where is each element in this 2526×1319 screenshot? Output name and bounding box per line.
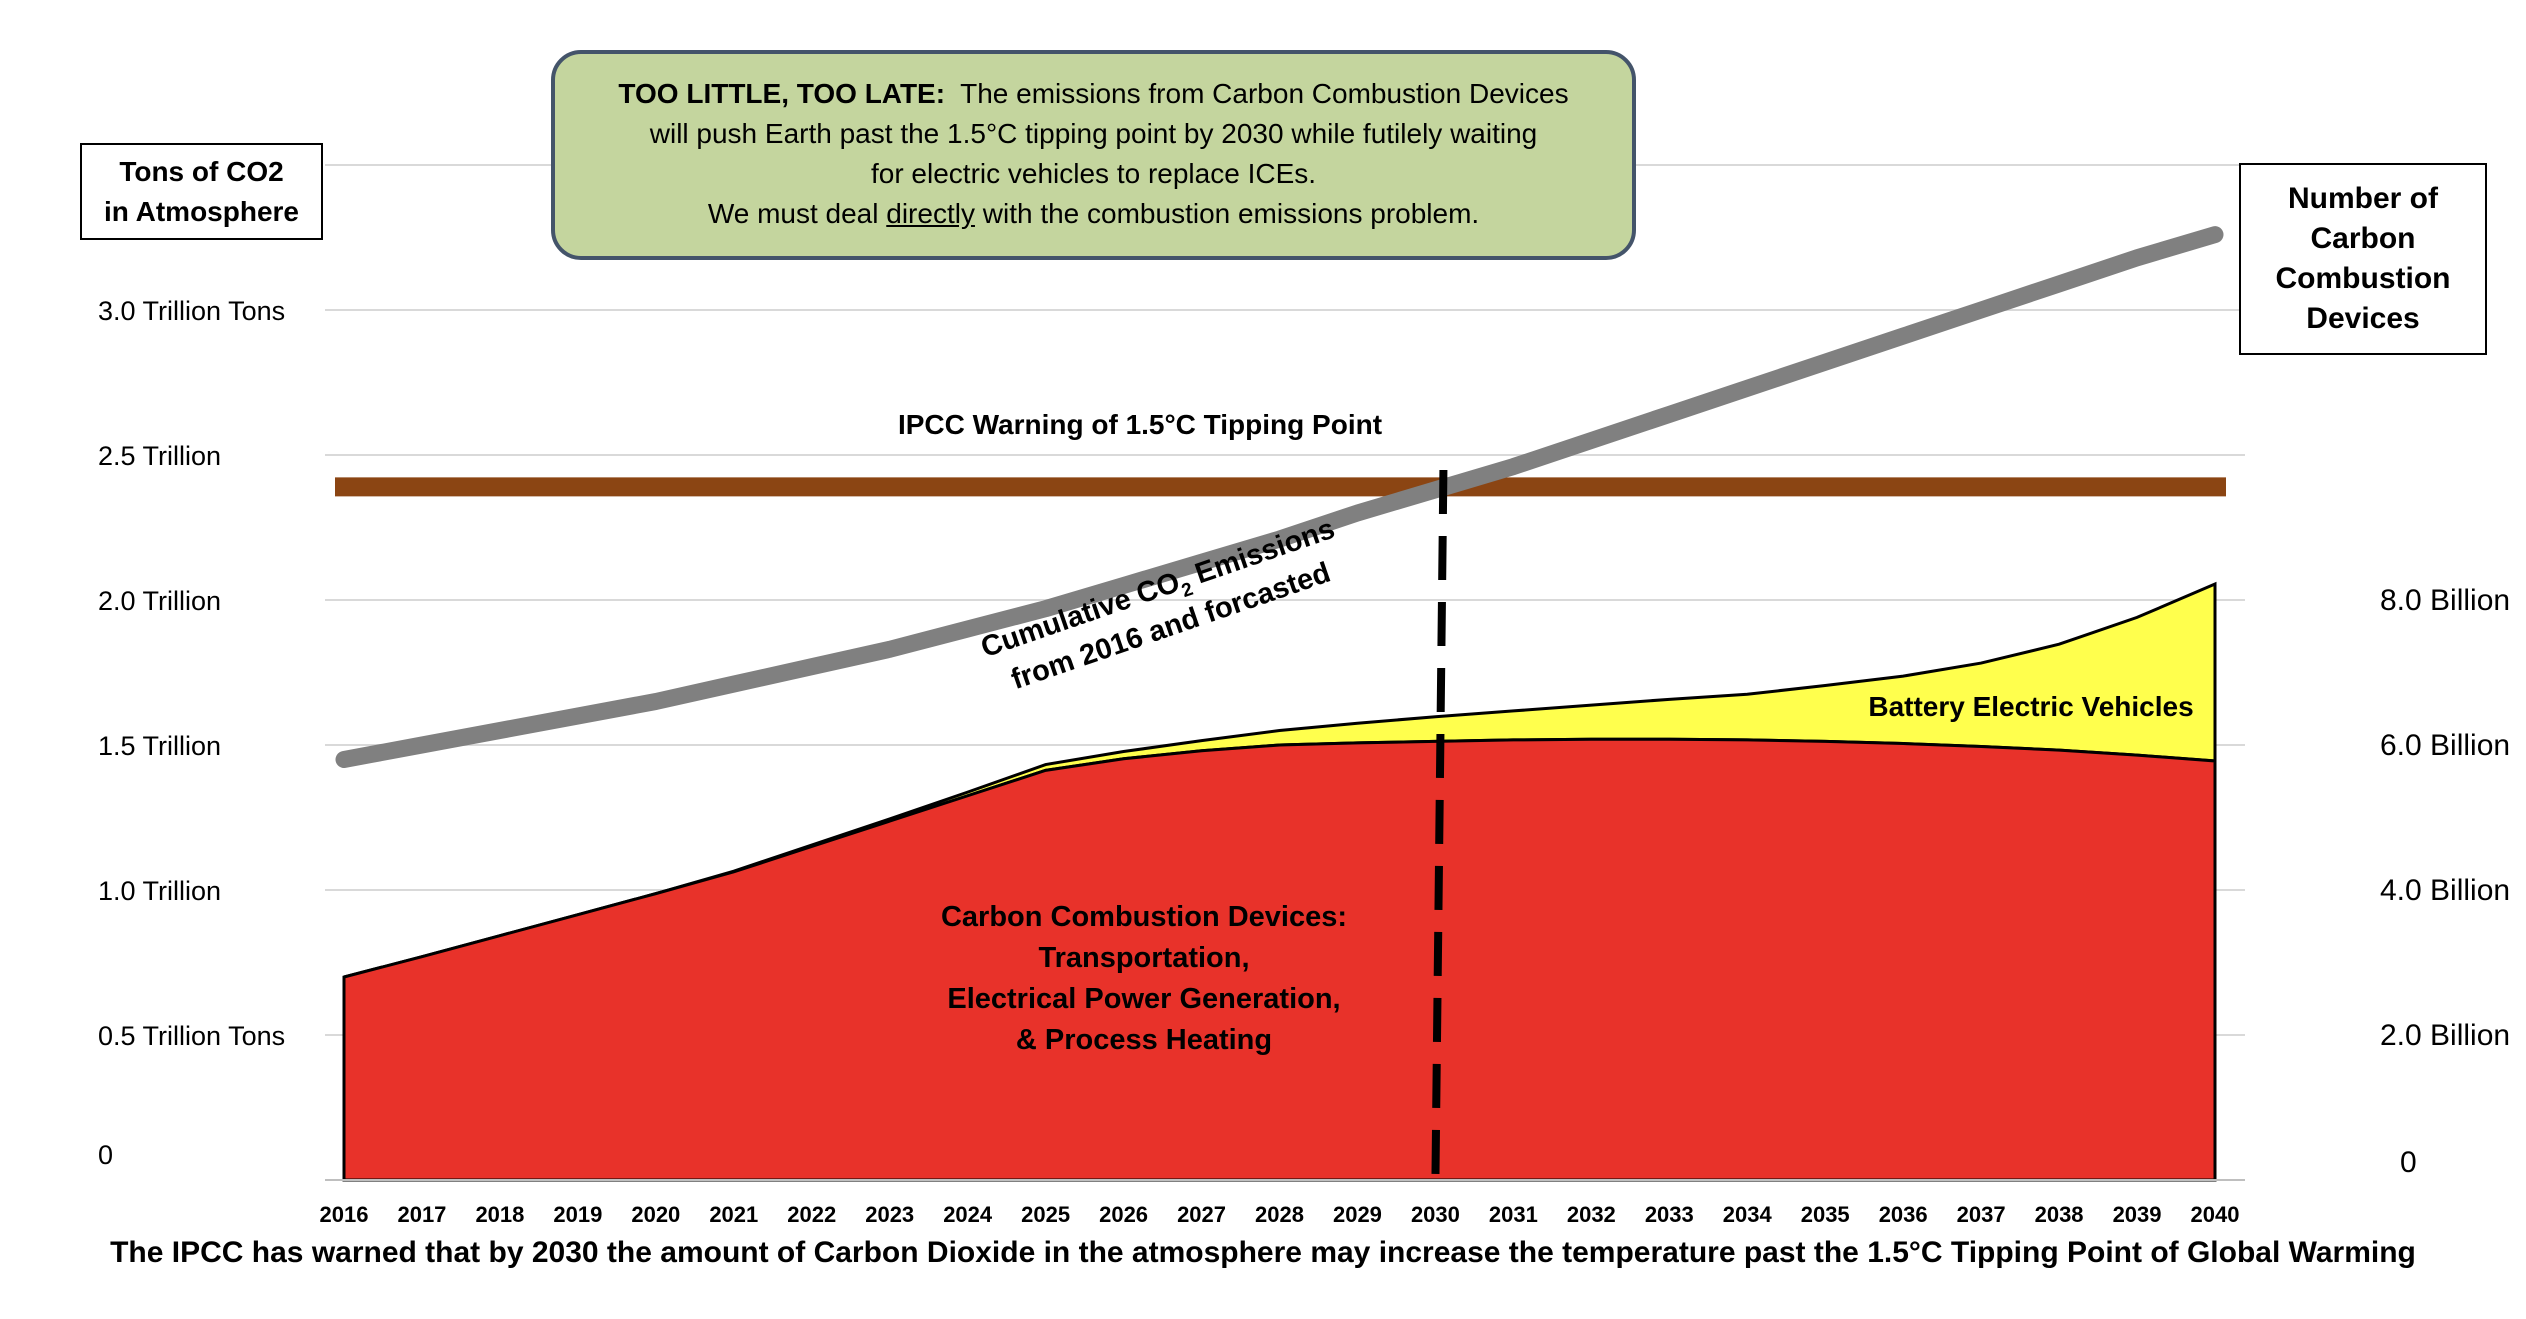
x-tick-label: 2036 <box>1879 1202 1928 1227</box>
callout-line4-pre: We must deal <box>707 198 887 229</box>
x-tick-label: 2024 <box>943 1202 993 1227</box>
callout-line4-underlined: directly <box>886 198 975 229</box>
x-tick-label: 2033 <box>1645 1202 1694 1227</box>
left-axis-ticks: 0 0.5 Trillion Tons 1.0 Trillion 1.5 Trilli… <box>98 296 285 1170</box>
x-tick-label: 2027 <box>1177 1202 1226 1227</box>
x-tick-label: 2031 <box>1489 1202 1538 1227</box>
left-axis-title: Tons of CO2 in Atmosphere <box>80 143 323 240</box>
x-tick-label: 2037 <box>1957 1202 2006 1227</box>
right-tick-label: 6.0 Billion <box>2380 729 2510 762</box>
combustion-area <box>342 737 2217 1182</box>
x-tick-label: 2020 <box>631 1202 680 1227</box>
x-tick-label: 2025 <box>1021 1202 1070 1227</box>
bev-area-label: Battery Electric Vehicles <box>1868 691 2193 722</box>
x-tick-label: 2017 <box>397 1202 446 1227</box>
left-axis-title-line: in Atmosphere <box>104 195 299 227</box>
left-tick-label: 2.0 Trillion <box>98 586 221 616</box>
x-tick-label: 2032 <box>1567 1202 1616 1227</box>
right-tick-label: 4.0 Billion <box>2380 874 2510 907</box>
x-tick-label: 2035 <box>1801 1202 1850 1227</box>
x-tick-label: 2021 <box>709 1202 758 1227</box>
right-axis-title-line: Devices <box>2306 302 2420 335</box>
x-tick-label: 2028 <box>1255 1202 1304 1227</box>
cumulative-co2-line <box>335 226 2224 768</box>
x-tick-label: 2018 <box>475 1202 524 1227</box>
ipcc-reference-label: IPCC Warning of 1.5°C Tipping Point <box>898 409 1382 440</box>
x-tick-label: 2038 <box>2035 1202 2084 1227</box>
x-tick-label: 2016 <box>320 1202 369 1227</box>
x-tick-label: 2040 <box>2191 1202 2240 1227</box>
year-2030-marker <box>1431 469 1448 1181</box>
left-tick-label: 1.5 Trillion <box>98 731 221 761</box>
right-axis-title-line: Number of <box>2288 182 2438 215</box>
callout-line1: The emissions from Carbon Combustion Dev… <box>945 78 1569 109</box>
left-tick-label: 0.5 Trillion Tons <box>98 1021 285 1051</box>
x-tick-label: 2030 <box>1411 1202 1460 1227</box>
right-tick-label: 0 <box>2400 1146 2417 1179</box>
callout-lead: TOO LITTLE, TOO LATE: <box>618 78 946 109</box>
left-tick-label: 2.5 Trillion <box>98 441 221 471</box>
x-tick-label: 2023 <box>865 1202 914 1227</box>
x-axis: 2016 2017 2018 2019 2020 2021 2022 2023 2024 2025… <box>320 1179 2245 1227</box>
stacked-areas <box>342 581 2217 1182</box>
right-tick-label: 2.0 Billion <box>2380 1019 2510 1052</box>
x-tick-label: 2026 <box>1099 1202 1148 1227</box>
cumulative-emissions <box>335 226 2224 768</box>
x-tick-label: 2029 <box>1333 1202 1382 1227</box>
x-tick-label: 2034 <box>1723 1202 1773 1227</box>
left-tick-label: 3.0 Trillion Tons <box>98 296 285 326</box>
left-tick-label: 1.0 Trillion <box>98 876 221 906</box>
callout-line4-post: with the combustion emissions problem. <box>974 198 1480 229</box>
year-marker <box>1431 469 1448 1181</box>
left-tick-label: 0 <box>98 1140 113 1170</box>
combustion-area-label: & Process Heating <box>1016 1024 1272 1056</box>
x-tick-label: 2039 <box>2113 1202 2162 1227</box>
chart-caption: The IPCC has warned that by 2030 the amo… <box>110 1236 2416 1269</box>
right-axis-title-line: Combustion <box>2275 262 2451 295</box>
combustion-area-label: Carbon Combustion Devices: <box>941 901 1347 933</box>
left-axis-title-line: Tons of CO2 <box>119 155 284 187</box>
right-axis-title: Number of Carbon Combustion Devices <box>2239 163 2487 355</box>
right-axis-title-line: Carbon <box>2310 222 2416 255</box>
right-tick-label: 8.0 Billion <box>2380 584 2510 617</box>
callout-box: TOO LITTLE, TOO LATE: The emissions from… <box>551 50 1636 260</box>
ipcc-reference: IPCC Warning of 1.5°C Tipping Point <box>335 409 2226 497</box>
callout-line3: for electric vehicles to replace ICEs. <box>870 158 1317 189</box>
callout-line2: will push Earth past the 1.5°C tipping p… <box>649 118 1538 149</box>
right-axis-ticks: 0 2.0 Billion 4.0 Billion 6.0 Billion 8.0 Bi… <box>2380 584 2510 1179</box>
x-tick-label: 2019 <box>553 1202 602 1227</box>
combustion-area-label: Transportation, <box>1038 942 1249 974</box>
x-tick-label: 2022 <box>787 1202 836 1227</box>
combustion-area-label: Electrical Power Generation, <box>947 983 1340 1015</box>
